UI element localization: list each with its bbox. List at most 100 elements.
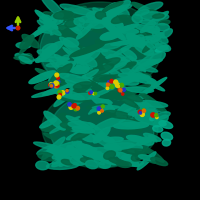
Ellipse shape [118,149,151,154]
Ellipse shape [62,78,95,85]
Circle shape [156,116,158,119]
Ellipse shape [159,121,173,129]
Ellipse shape [144,59,162,66]
Ellipse shape [134,28,156,35]
Circle shape [94,92,97,95]
Ellipse shape [68,93,93,98]
Ellipse shape [70,44,104,57]
Ellipse shape [42,137,65,159]
Ellipse shape [98,81,113,89]
Ellipse shape [140,20,156,25]
Ellipse shape [73,149,100,160]
Ellipse shape [155,46,168,52]
Ellipse shape [78,145,96,154]
Circle shape [56,84,59,87]
Ellipse shape [62,6,86,21]
Ellipse shape [134,10,158,19]
Ellipse shape [60,77,81,89]
Ellipse shape [73,83,90,95]
Ellipse shape [37,50,55,57]
Ellipse shape [112,44,133,57]
Ellipse shape [81,69,98,83]
Ellipse shape [113,62,136,69]
Ellipse shape [83,17,100,28]
Ellipse shape [66,22,82,35]
Ellipse shape [104,137,123,142]
Ellipse shape [87,90,102,100]
Ellipse shape [60,121,90,129]
Circle shape [57,95,61,99]
Ellipse shape [61,124,86,134]
Ellipse shape [60,141,81,157]
Ellipse shape [54,55,75,70]
Ellipse shape [139,41,169,50]
Ellipse shape [57,63,76,72]
Ellipse shape [64,95,83,100]
Circle shape [101,110,103,112]
Ellipse shape [73,82,92,89]
Ellipse shape [29,71,56,84]
Ellipse shape [119,65,139,81]
Ellipse shape [66,93,83,100]
Ellipse shape [113,24,138,33]
Ellipse shape [58,25,88,38]
Ellipse shape [105,0,130,17]
Ellipse shape [108,119,140,123]
Ellipse shape [132,70,158,85]
Ellipse shape [122,126,142,133]
Ellipse shape [74,95,88,102]
Ellipse shape [128,53,154,76]
Circle shape [118,88,122,92]
Ellipse shape [100,31,120,40]
Ellipse shape [86,67,110,77]
Ellipse shape [65,8,87,27]
Ellipse shape [111,78,135,87]
Ellipse shape [100,43,121,50]
Ellipse shape [67,146,84,163]
Ellipse shape [97,15,125,40]
Ellipse shape [46,124,66,129]
Ellipse shape [137,152,156,170]
Ellipse shape [132,2,154,14]
Ellipse shape [128,110,146,115]
Ellipse shape [114,122,149,129]
Ellipse shape [100,9,123,27]
Ellipse shape [75,89,91,104]
Ellipse shape [137,137,155,145]
Ellipse shape [84,79,105,91]
Ellipse shape [59,13,74,22]
Circle shape [117,85,119,88]
Ellipse shape [149,135,157,142]
Ellipse shape [113,75,140,82]
Ellipse shape [96,11,106,19]
Ellipse shape [122,48,137,59]
Circle shape [58,91,62,94]
Ellipse shape [144,133,161,141]
Ellipse shape [61,98,90,102]
Ellipse shape [49,63,75,81]
Circle shape [114,80,118,84]
Ellipse shape [151,157,168,166]
Ellipse shape [20,35,34,49]
Circle shape [59,93,61,96]
Ellipse shape [97,134,115,142]
Ellipse shape [89,22,106,28]
Ellipse shape [15,53,34,62]
Ellipse shape [118,73,150,79]
Circle shape [138,110,142,114]
Ellipse shape [128,85,150,91]
Ellipse shape [50,64,72,83]
Ellipse shape [50,74,69,85]
Circle shape [120,83,124,87]
Ellipse shape [53,89,84,100]
Ellipse shape [53,148,72,160]
Ellipse shape [111,15,127,23]
Circle shape [49,84,51,86]
Ellipse shape [140,92,167,113]
Ellipse shape [52,154,63,159]
Circle shape [50,84,52,86]
Circle shape [16,26,20,30]
Ellipse shape [19,56,32,64]
Ellipse shape [140,12,169,21]
Ellipse shape [51,19,75,35]
